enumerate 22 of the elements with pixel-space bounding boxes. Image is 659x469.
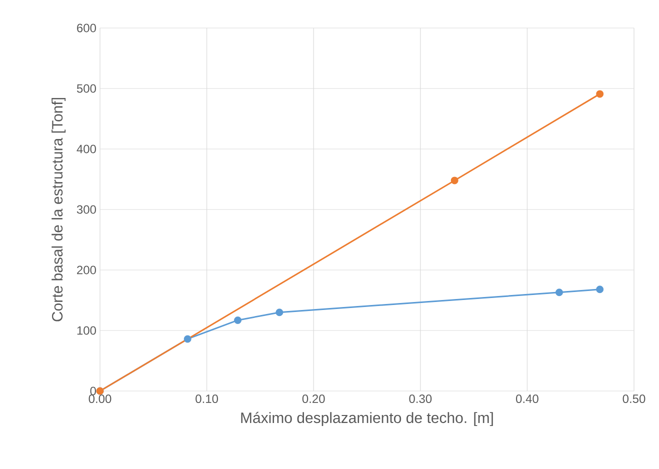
x-tick-label: 0.50	[622, 394, 646, 404]
x-axis-title: Máximo desplazamiento de techo. [m]	[241, 412, 493, 426]
y-tick-label: 400	[76, 144, 96, 154]
x-tick-label: 0.10	[196, 394, 218, 404]
x-tick-label: 0.40	[516, 394, 538, 404]
y-axis-title: Corte basal de la estructura [Tonf]	[52, 98, 66, 322]
point	[596, 90, 604, 98]
x-tick-label: 0.00	[88, 394, 112, 404]
x-tick-label: 0.20	[302, 394, 325, 404]
y-tick-label: 600	[77, 24, 96, 32]
point	[184, 335, 192, 343]
y-tick-label: 100	[77, 326, 96, 335]
point	[276, 308, 284, 316]
point	[596, 286, 604, 294]
point	[234, 316, 242, 324]
point	[450, 176, 458, 184]
y-tick-label: 200	[77, 266, 96, 274]
x-tick-label: 0.30	[409, 394, 432, 404]
point	[555, 288, 563, 296]
y-tick-label: 500	[76, 84, 96, 93]
y-tick-label: 0	[90, 386, 96, 396]
y-tick-label: 300	[76, 205, 96, 214]
